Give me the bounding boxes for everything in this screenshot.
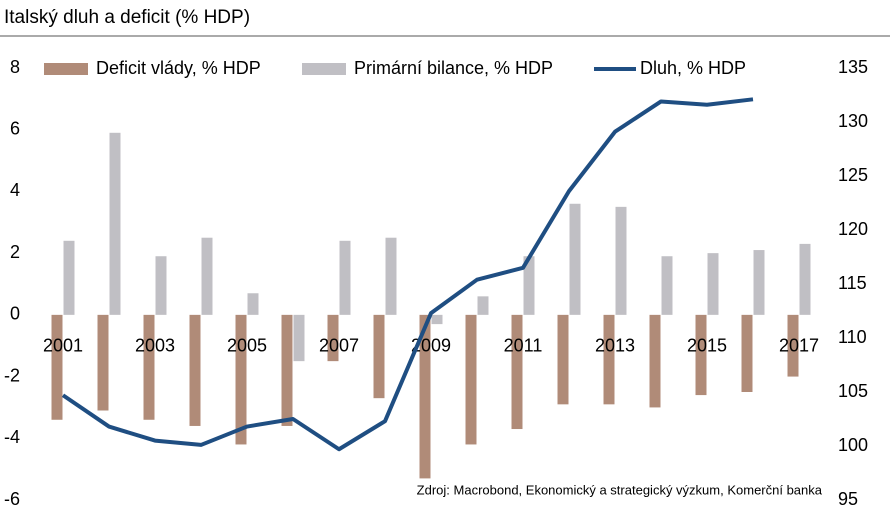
line [61,97,754,452]
legend-label: Primární bilance, % HDP [354,58,553,78]
y-tick-label: 0 [10,304,20,324]
bar [707,253,719,315]
bar [431,314,443,325]
legend-label: Deficit vlády, % HDP [96,58,261,78]
bar [51,314,63,420]
y-tick-label: 8 [10,57,20,77]
bar [97,314,109,411]
y2-tick-label: 100 [838,435,868,455]
bar [787,314,799,377]
y-tick-label: -4 [4,427,20,447]
x-tick-label: 2003 [135,336,175,356]
bar [293,314,305,362]
y2-tick-label: 115 [838,273,867,293]
bar [569,203,581,315]
y-tick-label: -2 [4,365,20,385]
legend-label: Dluh, % HDP [640,58,746,78]
y2-tick-label: 120 [838,219,868,239]
bar [155,256,167,315]
bar [661,256,673,315]
bar [695,314,707,396]
y2-tick-label: 105 [838,381,868,401]
bar [247,293,259,315]
bar [799,243,811,315]
bar [465,314,477,445]
legend-swatch [302,63,346,75]
x-tick-label: 2007 [319,336,359,356]
bar [615,206,627,315]
y-tick-label: -6 [4,489,20,509]
bar [741,314,753,392]
bar [557,314,569,405]
bar [523,256,535,315]
bar [63,240,75,315]
y-tick-label: 6 [10,118,20,138]
y-tick-label: 2 [10,242,20,262]
source-note: Zdroj: Macrobond, Ekonomický a strategic… [417,482,823,497]
y2-tick-label: 130 [838,111,868,131]
bar [143,314,155,420]
y2-tick-label: 110 [838,327,867,347]
x-tick-label: 2011 [504,336,543,356]
bar [603,314,615,405]
x-tick-label: 2005 [227,336,267,356]
y2-tick-label: 125 [838,165,868,185]
x-tick-label: 2015 [687,336,727,356]
bar [649,314,661,408]
bar [339,240,351,315]
chart-title: Italský dluh a deficit (% HDP) [4,7,250,28]
bar [477,296,489,315]
bar [235,314,247,445]
bar [511,314,523,430]
bar [109,132,121,315]
y2-tick-label: 135 [838,57,868,77]
x-tick-label: 2017 [779,336,819,356]
bar [753,250,765,315]
x-tick-label: 2001 [43,336,83,356]
bar [373,314,385,399]
y2-tick-label: 95 [838,489,858,509]
legend-swatch [44,63,88,75]
x-tick-label: 2013 [595,336,635,356]
bar [327,314,339,362]
bar [189,314,201,426]
bar [419,314,431,479]
bar [201,237,213,315]
bar [385,237,397,315]
y-tick-label: 4 [10,180,20,200]
bar [281,314,293,426]
